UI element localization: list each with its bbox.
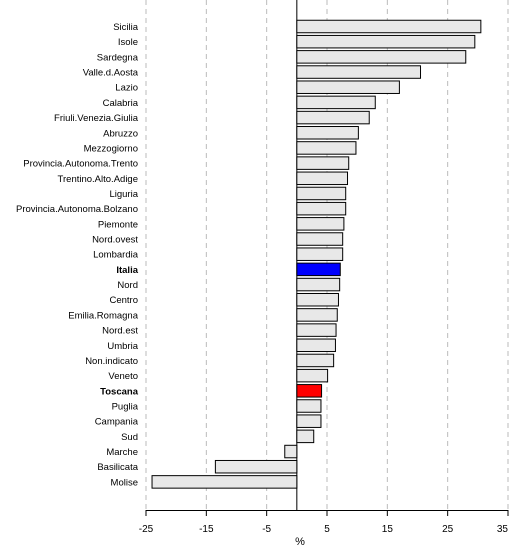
- x-tick-label-1: -15: [199, 524, 214, 535]
- category-label-friuli-venezia-giulia: Friuli.Venezia.Giulia: [54, 113, 139, 124]
- category-label-marche: Marche: [106, 447, 138, 458]
- bars: [151, 19, 482, 489]
- bar-sardegna: [296, 50, 467, 64]
- category-label-nord: Nord: [117, 280, 138, 291]
- bar-nord: [296, 277, 341, 292]
- bar-valle-d-aosta: [296, 65, 422, 79]
- category-label-puglia: Puglia: [112, 402, 139, 413]
- category-label-italia: Italia: [116, 265, 138, 276]
- x-tick-label-5: 25: [442, 524, 454, 535]
- category-label-molise: Molise: [111, 477, 138, 488]
- x-tick-label-6: 35: [497, 524, 509, 535]
- bar-trentino-alto-adige: [296, 171, 349, 186]
- bar-centro: [296, 292, 339, 307]
- bar-sicilia: [296, 19, 482, 34]
- bar-piemonte: [296, 217, 345, 231]
- category-label-sicilia: Sicilia: [113, 22, 139, 33]
- bar-lombardia: [296, 247, 344, 261]
- bar-basilicata: [214, 459, 298, 474]
- bar-liguria: [296, 186, 347, 201]
- bar-lazio: [296, 80, 400, 94]
- x-tick-label-3: 5: [324, 524, 330, 535]
- category-label-basilicata: Basilicata: [97, 462, 138, 473]
- category-label-campania: Campania: [95, 417, 139, 428]
- category-label-provincia-autonoma-bolzano: Provincia.Autonoma.Bolzano: [16, 204, 138, 215]
- bar-toscana: [296, 384, 323, 398]
- bar-marche: [284, 444, 298, 459]
- category-label-lazio: Lazio: [115, 83, 138, 94]
- category-label-toscana: Toscana: [100, 386, 139, 397]
- category-label-veneto: Veneto: [108, 371, 138, 382]
- bar-umbria: [296, 338, 336, 353]
- bar-molise: [151, 475, 298, 489]
- category-labels: Sicilia Isole Sardegna Valle.d.Aosta Lazio Ca…: [16, 22, 139, 488]
- category-label-provincia-autonoma-trento: Provincia.Autonoma.Trento: [23, 159, 138, 170]
- x-tick-label-0: -25: [139, 524, 154, 535]
- category-label-emilia-romagna: Emilia.Romagna: [68, 310, 138, 321]
- bar-sud: [296, 429, 315, 444]
- bar-nord-ovest: [296, 232, 344, 246]
- x-axis-title: %: [295, 536, 305, 548]
- x-axis: -25 -15 -5 5 15 25 35: [139, 510, 509, 535]
- category-label-piemonte: Piemonte: [98, 219, 138, 230]
- category-label-umbria: Umbria: [107, 341, 138, 352]
- bar-veneto: [296, 368, 329, 383]
- bar-calabria: [296, 95, 376, 110]
- bar-puglia: [296, 399, 322, 413]
- category-label-non-indicato: Non.indicato: [85, 356, 138, 367]
- category-label-centro: Centro: [109, 295, 138, 306]
- bar-provincia-autonoma-trento: [296, 156, 350, 170]
- bar-isole: [296, 34, 476, 49]
- category-label-sardegna: Sardegna: [97, 52, 139, 63]
- bar-abruzzo: [296, 126, 359, 140]
- category-label-abruzzo: Abruzzo: [103, 128, 138, 139]
- bar-mezzogiorno: [296, 141, 357, 155]
- category-label-valle-d-aosta: Valle.d.Aosta: [83, 68, 139, 79]
- bar-non-indicato: [296, 353, 335, 368]
- bar-nord-est: [296, 323, 337, 337]
- category-label-nord-ovest: Nord.ovest: [92, 235, 138, 246]
- category-label-calabria: Calabria: [103, 98, 139, 109]
- bar-campania: [296, 414, 322, 428]
- category-label-nord-est: Nord.est: [102, 326, 138, 337]
- bar-emilia-romagna: [296, 308, 338, 322]
- x-tick-label-2: -5: [262, 524, 271, 535]
- category-label-lombardia: Lombardia: [93, 250, 139, 261]
- category-label-mezzogiorno: Mezzogiorno: [84, 143, 138, 154]
- bar-provincia-autonoma-bolzano: [296, 201, 347, 216]
- category-label-sud: Sud: [121, 432, 138, 443]
- category-label-trentino-alto-adige: Trentino.Alto.Adige: [58, 174, 138, 185]
- category-label-isole: Isole: [118, 37, 138, 48]
- bar-italia: [296, 262, 341, 277]
- x-tick-label-4: 15: [382, 524, 394, 535]
- category-label-liguria: Liguria: [109, 189, 138, 200]
- bar-friuli-venezia-giulia: [296, 110, 370, 125]
